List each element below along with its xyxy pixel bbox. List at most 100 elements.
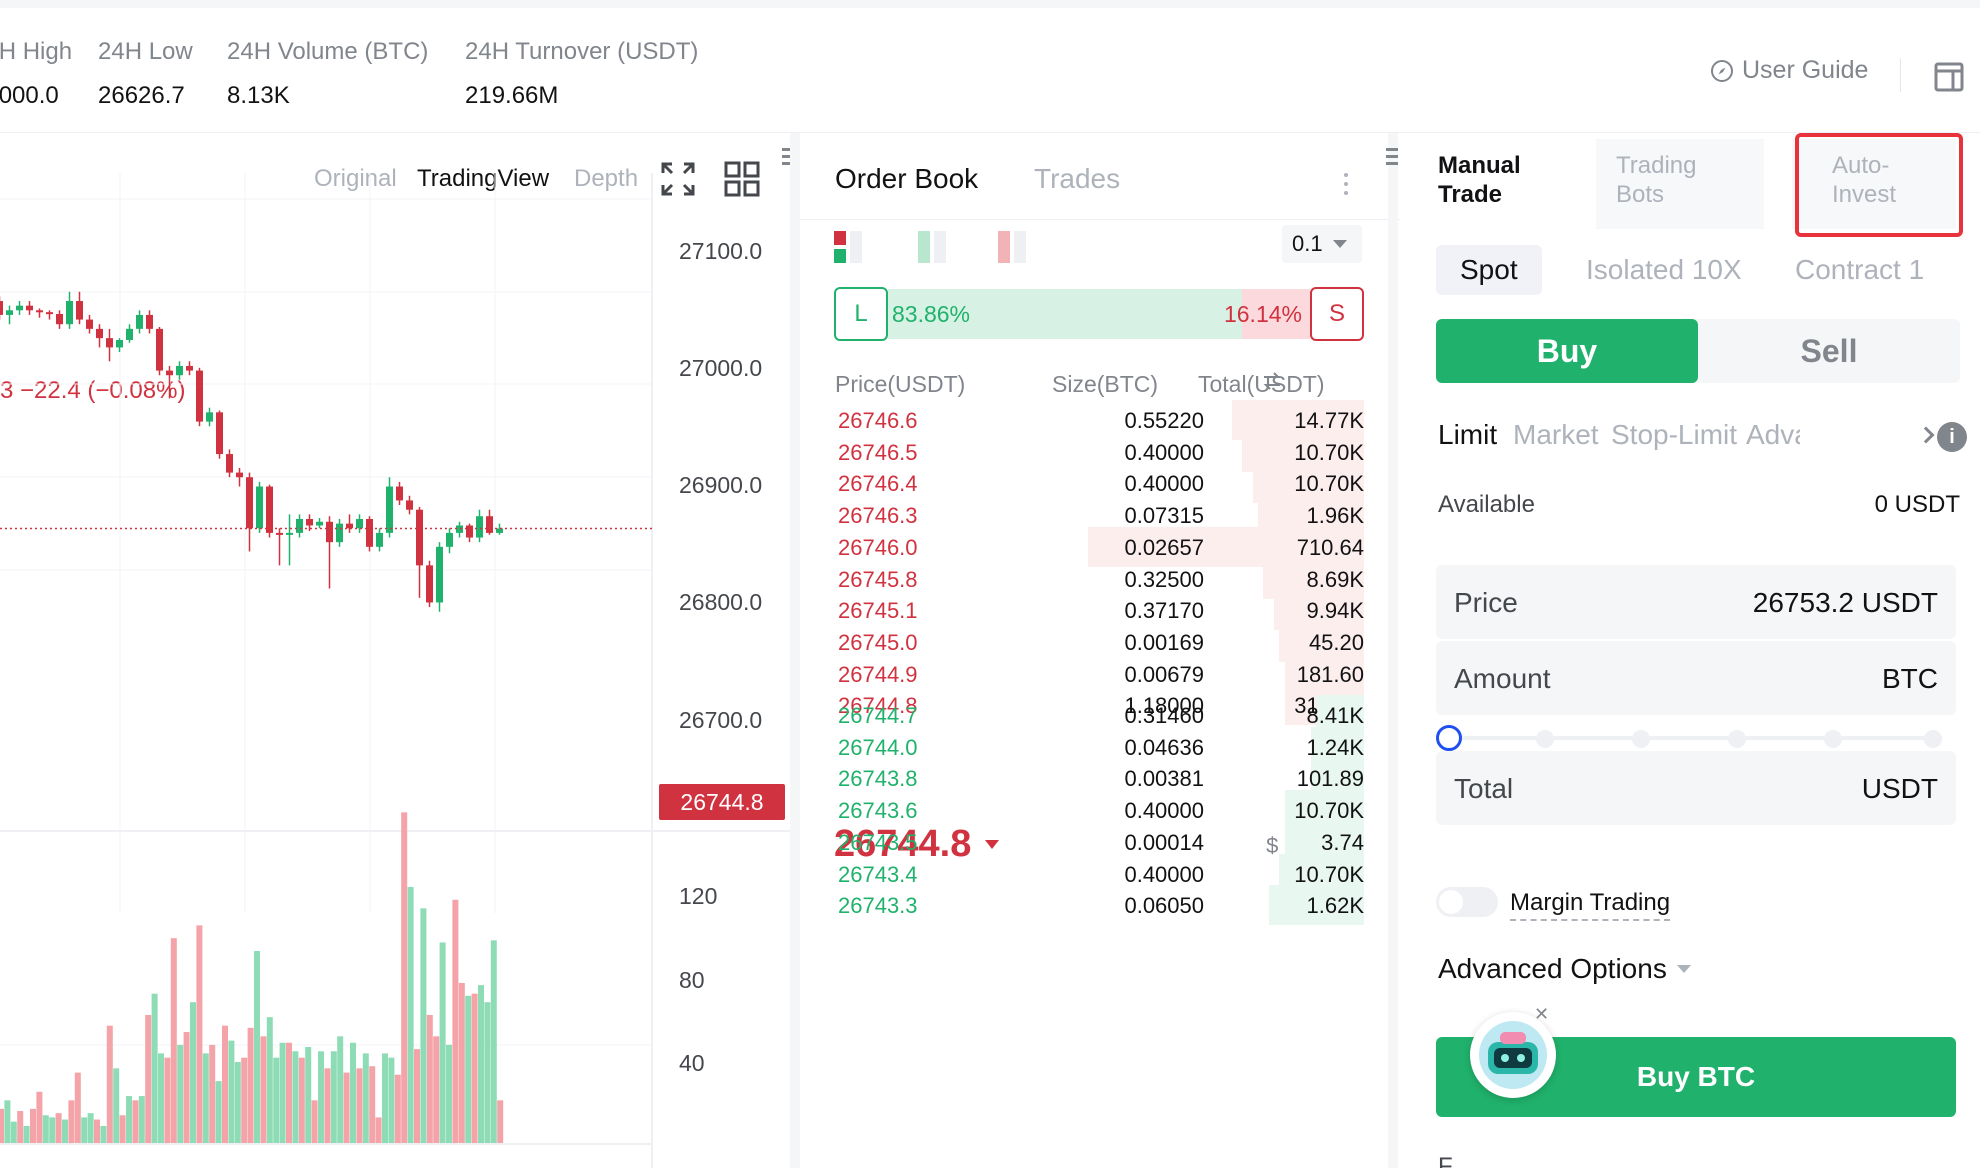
chevron-right-icon[interactable] bbox=[1917, 426, 1935, 444]
candle-body bbox=[166, 370, 173, 376]
grid-layout-icon[interactable] bbox=[724, 161, 760, 202]
tab-manual-trade[interactable]: Manual Trade bbox=[1418, 139, 1574, 229]
ticker-header: 24H High 27000.0 24H Low 26626.7 24H Vol… bbox=[0, 8, 1980, 132]
tab-isolated-10x[interactable]: Isolated 10X bbox=[1586, 254, 1742, 285]
tab-original[interactable]: Original bbox=[314, 165, 397, 192]
buy-tab-button[interactable]: Buy bbox=[1436, 319, 1698, 383]
row-price: 26743.8 bbox=[838, 766, 918, 792]
fullscreen-icon[interactable] bbox=[660, 161, 696, 202]
sell-tab-button[interactable]: Sell bbox=[1800, 332, 1858, 369]
candle-body bbox=[396, 486, 403, 501]
price-change: 3 −22.4 (−0.08%) bbox=[0, 377, 186, 404]
candle-body bbox=[466, 525, 473, 538]
candle-body bbox=[336, 523, 343, 543]
row-size: 0.37170 bbox=[1124, 598, 1204, 624]
slider-step[interactable] bbox=[1824, 730, 1842, 748]
price-field[interactable]: Price 26753.2 USDT bbox=[1436, 565, 1956, 639]
slider-knob[interactable] bbox=[1436, 725, 1462, 751]
volume-bar bbox=[49, 1117, 56, 1143]
precision-select[interactable]: 0.1 bbox=[1282, 225, 1362, 263]
more-icon[interactable] bbox=[1344, 173, 1348, 200]
drag-handle-icon[interactable] bbox=[1386, 148, 1398, 169]
tab-trading-bots[interactable]: Trading Bots bbox=[1596, 139, 1764, 229]
volume-bar bbox=[446, 1044, 452, 1143]
order-type-advanced[interactable]: Adva bbox=[1746, 419, 1800, 450]
volume-bar bbox=[330, 1051, 337, 1143]
amount-field[interactable]: Amount BTC bbox=[1436, 641, 1956, 715]
order-type-market[interactable]: Market bbox=[1513, 419, 1599, 450]
slider-step[interactable] bbox=[1536, 730, 1554, 748]
row-total: 10.70K bbox=[1294, 861, 1364, 887]
order-type-limit[interactable]: Limit bbox=[1438, 419, 1498, 450]
trade-panel: Manual Trade Trading Bots Auto- Invest S… bbox=[1386, 133, 1980, 1168]
total-field[interactable]: Total USDT bbox=[1436, 751, 1956, 825]
tab-label: Manual Trade bbox=[1438, 152, 1521, 208]
depth-bar bbox=[1268, 885, 1364, 926]
amount-slider[interactable] bbox=[1436, 723, 1956, 753]
margin-trading-toggle[interactable] bbox=[1436, 887, 1498, 917]
volume-bar bbox=[458, 983, 465, 1143]
order-type-stop-limit[interactable]: Stop-Limit bbox=[1611, 419, 1738, 450]
drag-handle-icon[interactable] bbox=[782, 148, 794, 169]
row-price: 26746.6 bbox=[838, 408, 918, 433]
volume-bar bbox=[298, 1057, 305, 1143]
last-price: 26744.8 bbox=[834, 823, 1000, 866]
tab-spot[interactable]: Spot bbox=[1436, 245, 1542, 295]
layout-icon[interactable] bbox=[1934, 62, 1964, 97]
view-both-icon[interactable] bbox=[834, 231, 870, 265]
tab-order-book[interactable]: Order Book bbox=[835, 163, 979, 194]
candle-body bbox=[366, 518, 373, 547]
bid-row[interactable]: 26743.3 0.06050 1.62K bbox=[834, 885, 1364, 926]
long-badge: L bbox=[834, 287, 888, 341]
info-icon[interactable]: i bbox=[1937, 422, 1967, 452]
candle-body bbox=[256, 486, 263, 529]
row-price: 26743.3 bbox=[838, 893, 918, 919]
candlestick-chart[interactable] bbox=[0, 133, 800, 1168]
swap-icon[interactable] bbox=[1262, 371, 1282, 396]
last-price-value: 26744.8 bbox=[834, 823, 972, 865]
volume-bar bbox=[87, 1113, 94, 1143]
user-guide-link[interactable]: User Guide bbox=[1710, 56, 1868, 85]
candle-body bbox=[76, 301, 83, 320]
tab-contract[interactable]: Contract 1 bbox=[1795, 254, 1925, 285]
volume-bar bbox=[350, 1042, 356, 1143]
slider-step[interactable] bbox=[1924, 730, 1942, 748]
caret-down-icon bbox=[1332, 240, 1347, 248]
candle-body bbox=[376, 532, 383, 547]
candle-body bbox=[416, 509, 423, 566]
tab-trades[interactable]: Trades bbox=[1034, 163, 1121, 194]
view-asks-icon[interactable] bbox=[994, 231, 1030, 265]
candle-body bbox=[306, 518, 313, 526]
volume-bar bbox=[10, 1121, 17, 1143]
volume-bar bbox=[106, 1025, 113, 1143]
close-icon[interactable]: ✕ bbox=[1534, 1004, 1550, 1024]
stat-label: 24H Low bbox=[98, 38, 193, 65]
advanced-options-toggle[interactable]: Advanced Options bbox=[1438, 953, 1691, 985]
assistant-bot-icon[interactable] bbox=[1470, 1012, 1556, 1098]
tab-auto-invest[interactable]: Auto- Invest bbox=[1792, 139, 1956, 229]
row-price: 26743.4 bbox=[838, 861, 918, 887]
total-field-unit: USDT bbox=[1861, 773, 1938, 804]
bid-row[interactable]: 26744.0 0.04636 1.24K bbox=[834, 726, 1364, 767]
row-size: 0.40000 bbox=[1124, 471, 1204, 497]
candle-body bbox=[26, 305, 33, 311]
tab-depth[interactable]: Depth bbox=[574, 165, 639, 192]
stat-value: 27000.0 bbox=[0, 82, 59, 109]
down-arrow-icon bbox=[985, 840, 1000, 849]
candle-body bbox=[276, 532, 283, 535]
tab-tradingview[interactable]: TradingView bbox=[417, 165, 550, 192]
candle-body bbox=[446, 532, 453, 547]
volume-bar bbox=[113, 1068, 120, 1143]
row-size: 0.40000 bbox=[1124, 439, 1204, 465]
tab-label: Trading Bots bbox=[1616, 152, 1697, 208]
short-ratio-bar: 16.14% bbox=[1224, 289, 1310, 339]
long-ratio-bar: 83.86% bbox=[888, 289, 1242, 339]
slider-step[interactable] bbox=[1728, 730, 1746, 748]
stat-24h-high: 24H High 27000.0 bbox=[0, 38, 72, 110]
volume-bar bbox=[151, 993, 158, 1143]
slider-step[interactable] bbox=[1632, 730, 1650, 748]
row-size: 0.40000 bbox=[1124, 861, 1204, 887]
view-bids-icon[interactable] bbox=[914, 231, 950, 265]
row-size: 0.00014 bbox=[1124, 829, 1204, 855]
volume-bar bbox=[497, 1100, 504, 1143]
